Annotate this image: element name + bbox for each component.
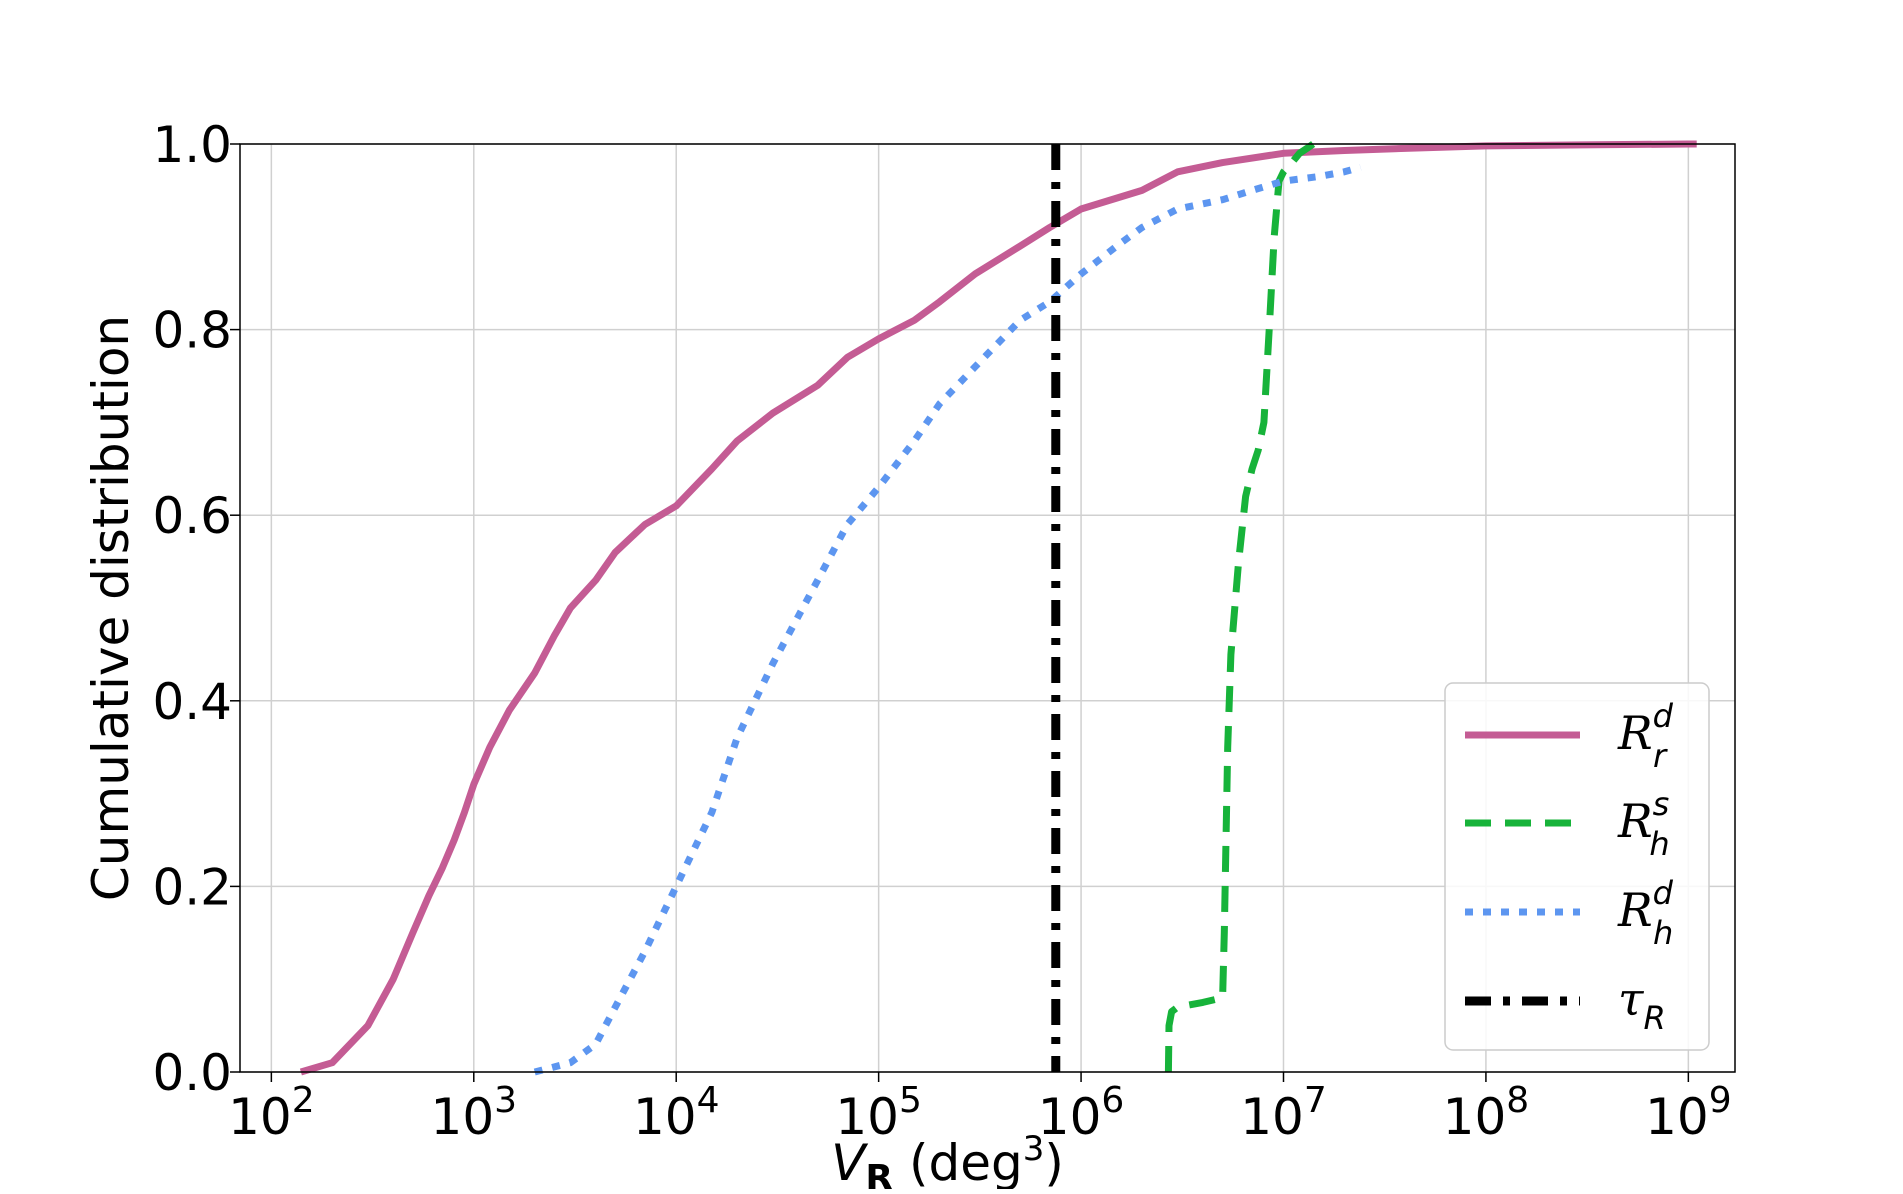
x-axis-label-sub: R (865, 1158, 893, 1189)
y-axis-label: Cumulative distribution (82, 315, 140, 901)
legend-label-3: Rd h (1617, 874, 1674, 952)
x-axis-label-unit-prefix: (deg (893, 1134, 1023, 1189)
legend-entries: Rd rRs hRd hτR (1465, 697, 1674, 1037)
x-tick-exponent: 5 (899, 1080, 922, 1121)
legend-label-sub: h (1649, 825, 1669, 863)
x-tick-base: 10 (1645, 1088, 1709, 1146)
legend-label-sup: s (1653, 785, 1670, 823)
x-tick-exponent: 4 (697, 1080, 720, 1121)
legend: Rd rRs hRd hτR (1444, 682, 1710, 1051)
x-axis-label-unit-exp: 3 (1023, 1129, 1045, 1169)
x-tick-base: 10 (228, 1088, 292, 1146)
legend-label-main: R (1617, 706, 1653, 760)
x-tick-label: 104 (633, 1080, 720, 1146)
series-line-2 (1164, 141, 1316, 1073)
x-axis-label: VR (deg3) (831, 1129, 1064, 1189)
x-axis-label-main: V (831, 1134, 869, 1189)
y-tick-label: 0.4 (152, 673, 232, 731)
x-tick-label: 106 (1038, 1080, 1125, 1146)
plot-area-frame (239, 143, 1736, 1073)
x-tick-exponent: 7 (1304, 1080, 1327, 1121)
x-tick-label: 102 (228, 1080, 315, 1146)
y-tick-label: 0.8 (152, 302, 232, 360)
y-tick-label: 1.0 (152, 116, 232, 174)
x-tick-base: 10 (1038, 1088, 1102, 1146)
x-tick-base: 10 (633, 1088, 697, 1146)
series-line-1 (299, 140, 1697, 1076)
x-tick-label: 105 (835, 1080, 922, 1146)
legend-label-main: τ (1618, 972, 1645, 1026)
legend-label-1: Rd r (1617, 697, 1674, 775)
x-tick-exponent: 8 (1506, 1080, 1529, 1121)
x-tick-base: 10 (1443, 1088, 1507, 1146)
y-tick-label: 0.2 (152, 858, 232, 916)
x-tick-base: 10 (835, 1088, 899, 1146)
y-tick-label: 0.0 (152, 1044, 232, 1102)
x-tick-exponent: 6 (1101, 1080, 1124, 1121)
legend-label-main: R (1617, 883, 1653, 937)
x-tick-exponent: 2 (292, 1080, 315, 1121)
y-axis-ticks: 0.0 0.2 0.4 0.6 0.8 1.0 (152, 116, 240, 1102)
legend-label-sub: R (1643, 999, 1665, 1037)
x-tick-label: 108 (1443, 1080, 1530, 1146)
x-tick-exponent: 9 (1709, 1080, 1732, 1121)
x-tick-exponent: 3 (494, 1080, 517, 1121)
x-tick-label: 109 (1645, 1080, 1732, 1146)
legend-label-sub: h (1653, 914, 1673, 952)
y-tick-label: 0.6 (152, 487, 232, 545)
legend-box (1444, 682, 1710, 1051)
legend-label-4: τR (1618, 972, 1666, 1037)
x-tick-label: 103 (431, 1080, 518, 1146)
series-lines (299, 140, 1697, 1076)
x-tick-base: 10 (431, 1088, 495, 1146)
series-line-3 (533, 163, 1362, 1076)
legend-label-sup: d (1653, 697, 1674, 735)
x-tick-label: 107 (1240, 1080, 1327, 1146)
x-tick-base: 10 (1240, 1088, 1304, 1146)
legend-label-main: R (1617, 794, 1653, 848)
legend-label-2: Rs h (1617, 785, 1670, 863)
legend-label-sub: r (1653, 737, 1668, 775)
legend-label-sup: d (1653, 874, 1674, 912)
x-axis-label-unit-suffix: ) (1044, 1134, 1064, 1189)
x-axis-ticks: 102 103 104 105 106 107 108 109 (228, 1072, 1732, 1146)
